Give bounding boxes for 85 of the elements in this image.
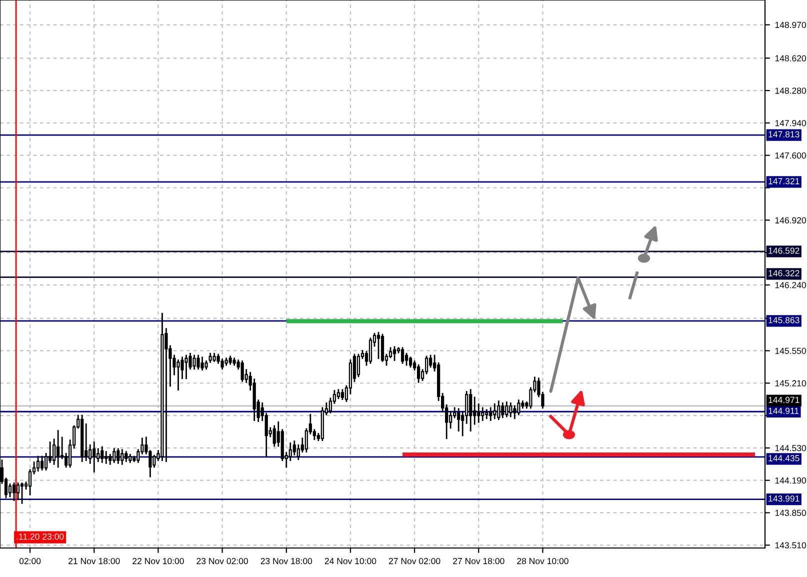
candlestick [404,352,408,366]
x-tick-label: 27 Nov 02:00 [388,558,440,564]
candlestick [368,338,372,364]
y-tick-label: 144.530 [775,444,806,452]
candlestick [392,346,396,361]
candlestick [116,448,120,464]
y-tick-label: 144.190 [775,477,806,484]
candlestick [493,403,496,420]
candlestick [388,347,392,358]
candlestick [52,438,56,465]
candlestick [240,360,244,382]
y-tick-label: 148.280 [775,88,806,94]
ref-line-label: 146.592 [768,248,800,254]
candlestick [469,389,472,432]
candlestick [92,442,96,472]
x-tick-label: 24 Nov 10:00 [324,558,376,564]
candlestick [477,403,480,423]
y-tick-label: 143.510 [775,542,806,548]
candlestick [340,389,344,400]
candlestick [40,456,44,471]
candlestick [429,354,432,368]
ref-line-label: 143.991 [768,495,800,502]
candlestick [481,407,484,421]
ref-line-label: 144.911 [768,408,799,414]
y-tick-label: 147.600 [775,152,806,159]
y-tick-label: 148.620 [775,55,806,62]
candlestick [416,364,420,383]
candlestick [36,456,40,472]
y-tick-label: 145.550 [775,348,806,354]
candlestick [509,402,512,418]
candlestick [16,482,20,500]
ref-line-label: 145.863 [768,317,800,324]
candlestick [176,360,180,390]
candlestick [356,354,360,378]
candlestick [200,356,204,370]
candlestick [112,448,116,463]
candlestick [497,400,500,420]
candlestick [184,354,188,380]
ref-line-label: 146.322 [768,270,800,276]
ref-line-label: 144.435 [768,455,800,462]
candlestick [84,423,88,462]
candlestick [400,347,404,364]
candlestick [505,401,508,418]
x-tick-label: 28 Nov 10:00 [517,558,568,564]
candlestick [457,408,460,432]
candlestick [104,451,108,464]
candlestick [192,354,196,370]
candlestick [517,400,520,416]
y-tick-label: 146.920 [775,217,806,224]
candlestick [449,411,452,429]
y-tick-label: 146.240 [775,282,806,288]
candlestick [20,482,24,504]
x-tick-label: 02:00 [19,558,41,564]
candlestick [8,483,12,498]
candlestick [124,451,128,462]
candlestick [288,442,292,462]
x-tick-label: 23 Nov 02:00 [196,558,248,564]
candlestick [196,354,200,370]
annotation: .11.20 23:00 [16,534,64,540]
x-tick-label: 27 Nov 18:00 [453,558,504,564]
candlestick [501,402,504,418]
candlestick [108,454,112,465]
candlestick [56,430,60,468]
x-tick-label: 21 Nov 18:00 [68,558,120,564]
y-tick-label: 143.850 [775,510,806,516]
candlestick [376,332,380,360]
x-tick-label: 23 Nov 18:00 [260,558,312,564]
candlestick [513,405,516,420]
y-tick-label: 145.210 [775,380,806,386]
ref-line-label: 144.971 [768,396,800,403]
y-tick-label: 147.940 [775,120,806,126]
candlestick [44,452,48,471]
ref-line-label: 147.321 [768,178,800,184]
candlestick [489,407,492,421]
candlestick [100,446,104,463]
x-tick-label: 22 Nov 10:00 [132,558,184,564]
candlestick [380,334,384,362]
candlestick [120,449,124,465]
candlestick [28,469,32,496]
candlestick [408,356,412,368]
y-tick-label: 148.970 [775,22,806,28]
candlestick [473,396,476,425]
candlestick [12,482,16,502]
candlestick [272,425,276,447]
ref-line-label: 147.813 [768,131,800,138]
